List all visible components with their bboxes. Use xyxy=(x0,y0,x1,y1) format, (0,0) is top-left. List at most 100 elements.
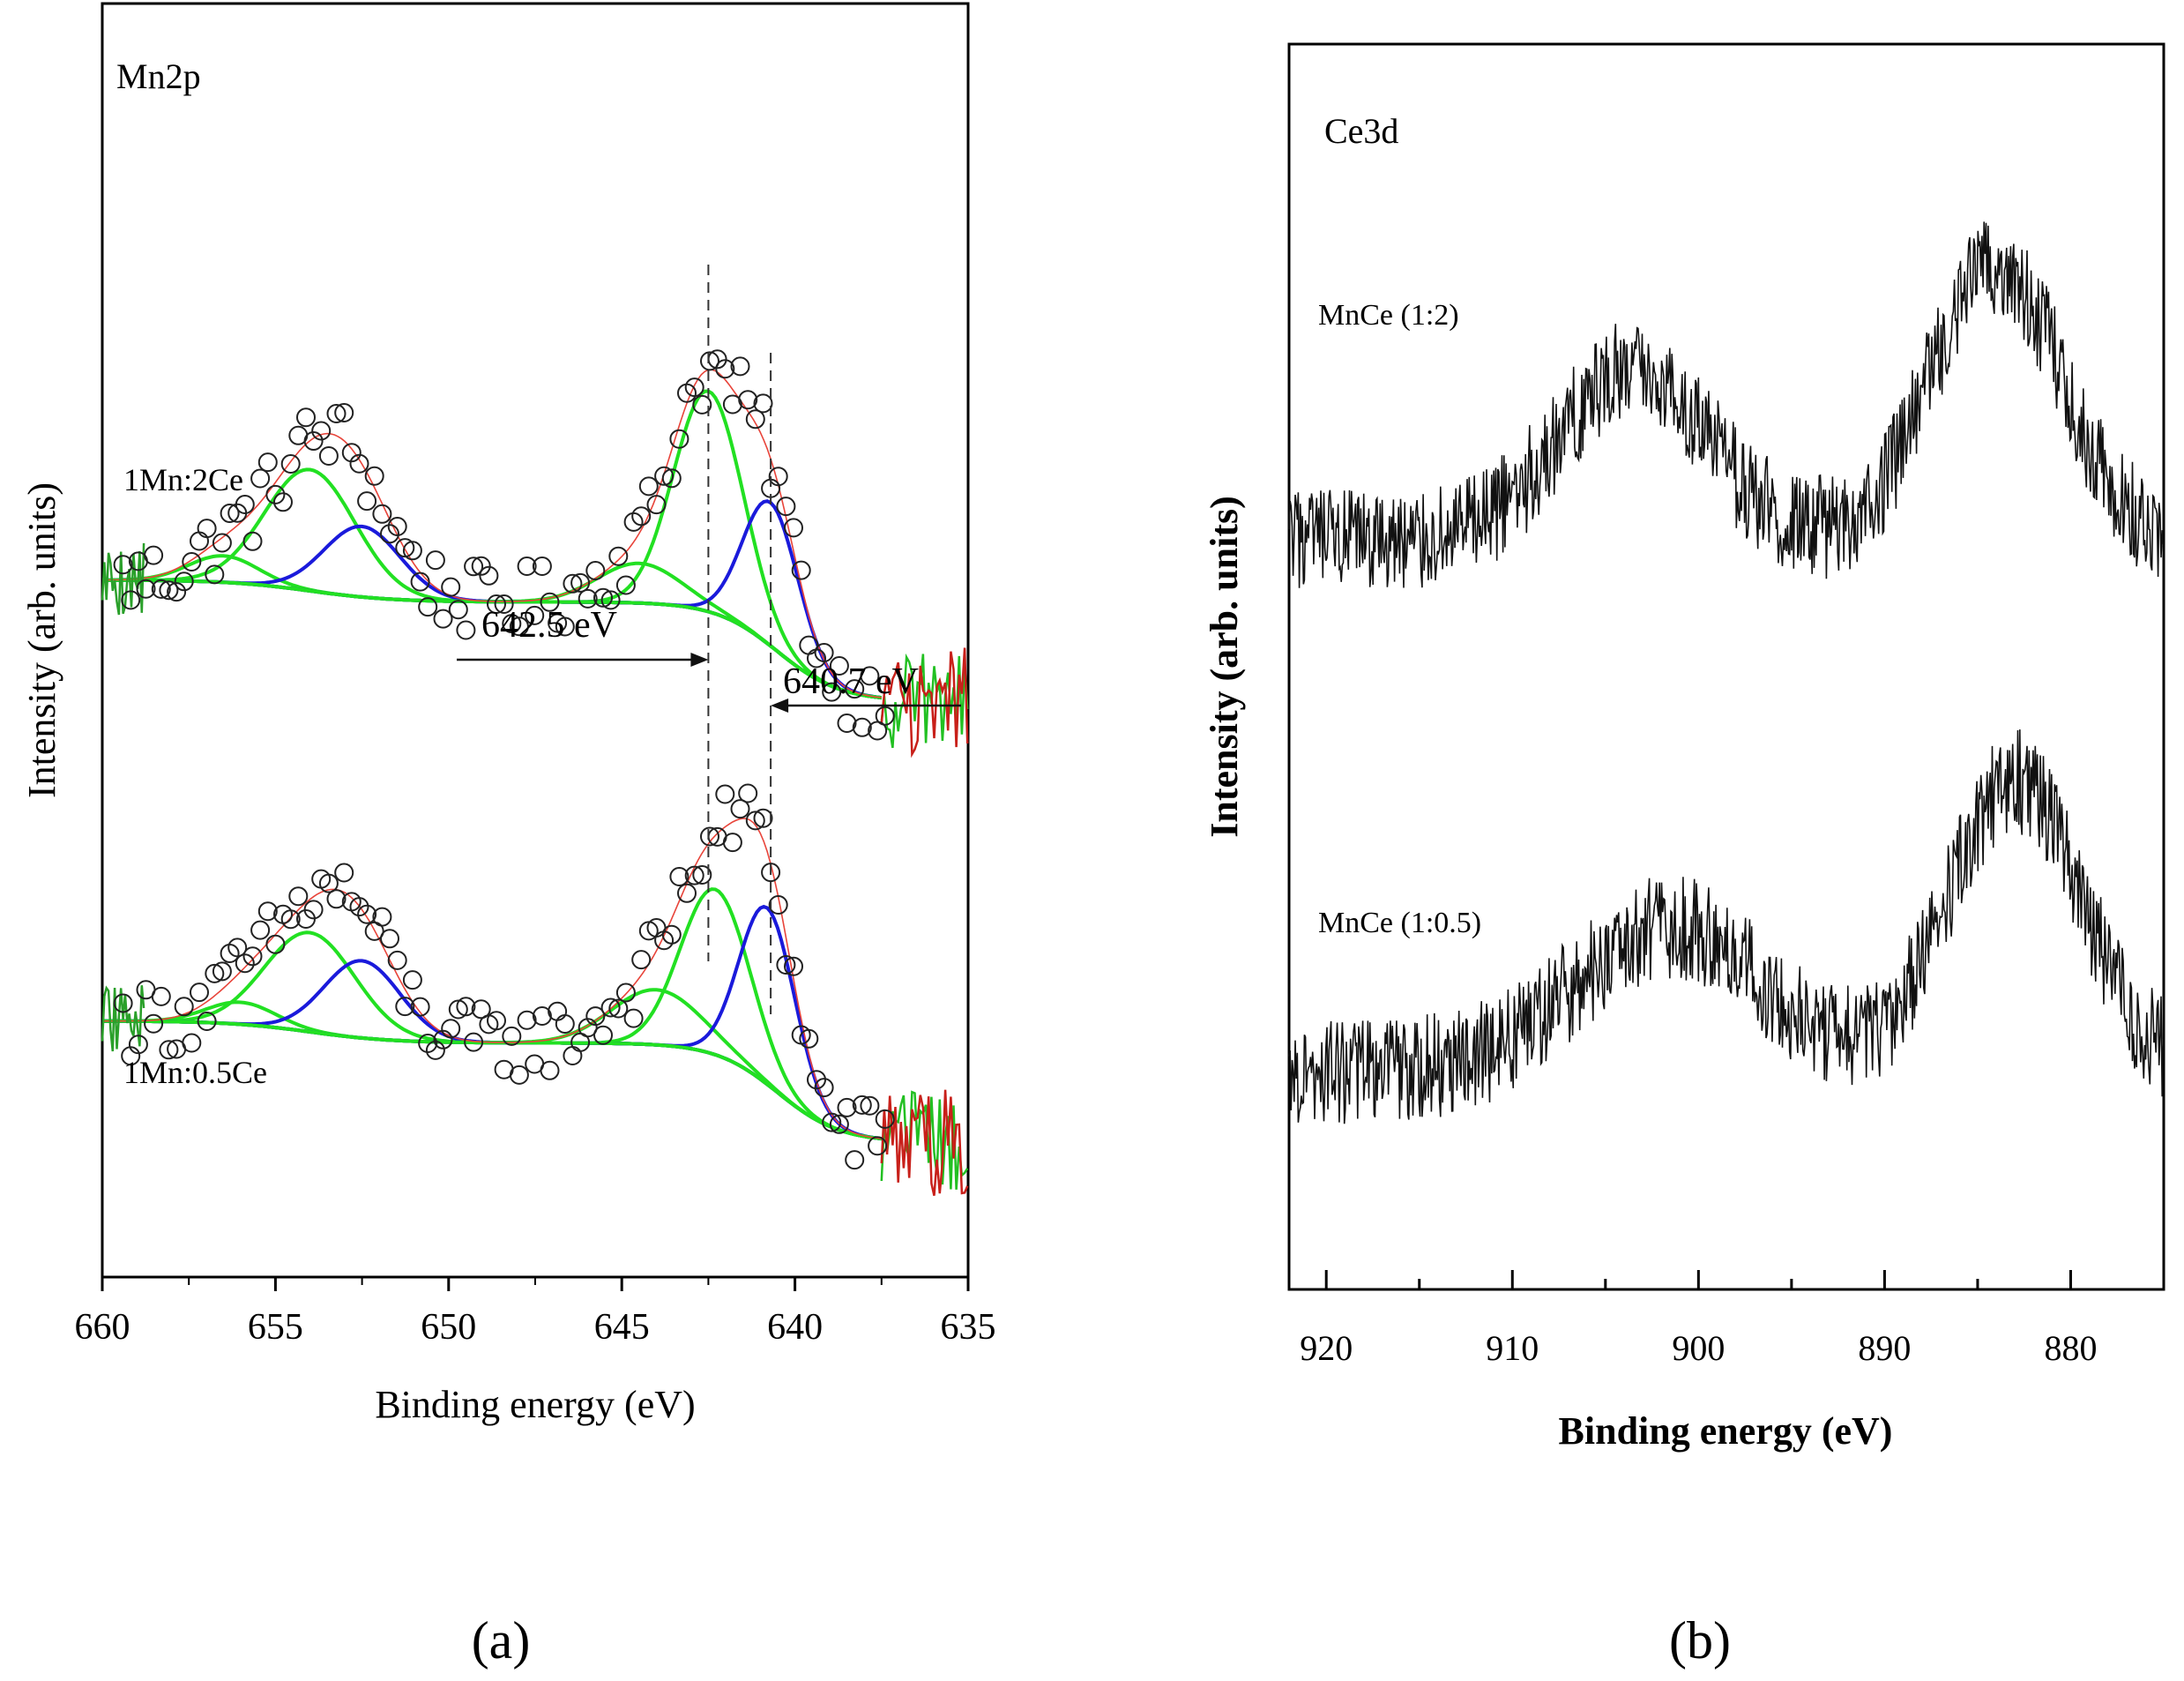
panel-a-data-point-1 xyxy=(525,605,545,625)
panel-a-data-point-1 xyxy=(502,614,522,634)
panel-b-title: Ce3d xyxy=(1324,111,1398,151)
panel-a-data-point-2 xyxy=(349,897,369,917)
panel-a-data-point-1 xyxy=(730,356,750,377)
panel-a-data-point-2 xyxy=(380,929,399,949)
panel-b-trace-2 xyxy=(1288,729,2165,1124)
panel-a-data-point-1 xyxy=(715,359,735,379)
panel-a-data-point-1 xyxy=(784,518,803,538)
panel-a-data-point-1 xyxy=(532,557,552,576)
panel-a-fit-peak-2-3 xyxy=(102,959,883,1141)
panel-a-data-point-2 xyxy=(738,783,758,803)
panel-a-data-point-1 xyxy=(326,404,347,423)
panel-a-data-point-2 xyxy=(410,997,430,1017)
panel-a-data-point-2 xyxy=(402,970,422,990)
panel-a-data-point-1 xyxy=(600,590,621,610)
panel-a-data-point-2 xyxy=(684,865,704,885)
panel-a-data-point-2 xyxy=(235,953,255,974)
panel-a-data-point-2 xyxy=(692,865,712,885)
panel-a-data-point-1 xyxy=(738,390,758,410)
panel-a-data-point-2 xyxy=(144,1013,164,1034)
panel-a-data-point-2 xyxy=(845,1150,865,1170)
panel-a-data-point-2 xyxy=(471,999,491,1020)
panel-a-data-point-1 xyxy=(456,620,476,640)
panel-b-x-tick-label-890: 890 xyxy=(1858,1328,1911,1368)
panel-a-data-point-1 xyxy=(212,533,232,553)
panel-a-data-point-2 xyxy=(799,1028,819,1049)
panel-a-data-point-1 xyxy=(692,394,712,415)
panel-a-data-point-1 xyxy=(167,582,187,602)
panel-a-data-point-1 xyxy=(517,557,537,576)
panel-a-data-point-2 xyxy=(113,993,133,1013)
panel-a-data-point-1 xyxy=(280,454,301,474)
panel-a-data-point-1 xyxy=(250,468,271,489)
panel-a-data-point-1 xyxy=(791,560,811,580)
panel-a-data-point-2 xyxy=(555,1014,575,1034)
panel-a-data-point-2 xyxy=(174,997,194,1017)
panel-b-x-tick-label-880: 880 xyxy=(2044,1328,2097,1368)
panel-b-x-axis-label: Binding energy (eV) xyxy=(1559,1409,1893,1453)
panel-a-data-point-1 xyxy=(273,492,293,512)
panel-a-envelope-1 xyxy=(102,369,882,699)
panel-a-x-tick-label-645: 645 xyxy=(594,1307,650,1348)
panel-a-annotation-6407: 640.7 eV xyxy=(783,661,919,702)
panel-a-data-point-2 xyxy=(265,934,286,954)
panel-a-y-axis-label: Intensity (arb. units) xyxy=(20,482,63,798)
panel-b-label: (b) xyxy=(1669,1611,1731,1670)
panel-a-data-point-1 xyxy=(509,616,529,637)
panel-a-data-point-1 xyxy=(684,377,704,398)
panel-a-data-point-1 xyxy=(334,403,354,422)
panel-a-data-point-2 xyxy=(318,873,339,893)
panel-a-data-point-1 xyxy=(487,594,506,614)
panel-a-data-point-1 xyxy=(257,452,278,473)
panel-a-data-point-2 xyxy=(288,886,309,907)
panel-a-data-point-2 xyxy=(677,883,697,903)
panel-a-data-point-2 xyxy=(600,997,621,1018)
panel-a-data-point-2 xyxy=(715,784,735,804)
panel-a-data-point-2 xyxy=(502,1026,522,1046)
panel-a-data-point-1 xyxy=(190,531,209,551)
panel-a-x-tick-label-655: 655 xyxy=(248,1307,303,1348)
panel-a-data-point-2 xyxy=(280,909,301,930)
panel-a-noise-red-1 xyxy=(880,647,969,758)
panel-a-data-point-2 xyxy=(661,924,682,945)
panel-b-trace-1 xyxy=(1288,221,2165,588)
panel-a-data-point-1 xyxy=(151,579,171,599)
panel-a-data-point-2 xyxy=(814,1078,834,1098)
panel-a-data-point-1 xyxy=(615,575,636,595)
panel-a-noise-green-1 xyxy=(880,653,969,749)
panel-a-data-point-1 xyxy=(494,594,514,614)
panel-a-data-point-1 xyxy=(182,552,202,572)
panel-a-data-point-1 xyxy=(654,466,675,486)
panel-a-data-point-1 xyxy=(585,561,606,580)
panel-a-data-point-2 xyxy=(387,950,407,970)
panel-a-data-point-2 xyxy=(593,1025,613,1045)
panel-a-data-point-1 xyxy=(220,504,240,523)
panel-a-data-point-1 xyxy=(814,643,834,662)
panel-a-annotation-6425: 642.5 eV xyxy=(481,605,617,646)
panel-a-data-point-1 xyxy=(121,590,141,610)
panel-a-data-point-1 xyxy=(776,497,796,517)
panel-a-data-point-1 xyxy=(425,550,445,571)
panel-a-data-point-2 xyxy=(242,946,263,967)
panel-a-data-point-2 xyxy=(257,901,278,922)
panel-a-data-point-2 xyxy=(509,1065,529,1085)
panel-a-data-point-2 xyxy=(182,1033,202,1053)
panel-a-data-point-1 xyxy=(441,577,461,597)
panel-b-x-tick-label-920: 920 xyxy=(1300,1328,1353,1368)
panel-a-data-point-1 xyxy=(144,545,164,565)
panel-a-noise-left-2 xyxy=(101,985,145,1052)
panel-a-data-point-1 xyxy=(829,656,849,676)
panel-b-series-label-2: MnCe (1:0.5) xyxy=(1318,907,1481,939)
panel-a-data-point-2 xyxy=(608,998,629,1019)
panel-b-x-tick-label-900: 900 xyxy=(1672,1328,1725,1368)
panel-a-data-point-1 xyxy=(311,421,332,441)
panel-a-data-point-2 xyxy=(868,1136,888,1156)
panel-a-data-point-2 xyxy=(548,1001,568,1021)
panel-a-fit-peak-1-6 xyxy=(102,499,883,700)
panel-a-series-label-2: 1Mn:0.5Ce xyxy=(123,1055,267,1090)
panel-a-data-point-2 xyxy=(303,900,324,920)
panel-a-data-point-2 xyxy=(669,867,689,886)
panel-a-data-point-2 xyxy=(700,826,719,847)
panel-a-data-point-2 xyxy=(776,955,796,975)
panel-a-title: Mn2p xyxy=(116,56,201,96)
